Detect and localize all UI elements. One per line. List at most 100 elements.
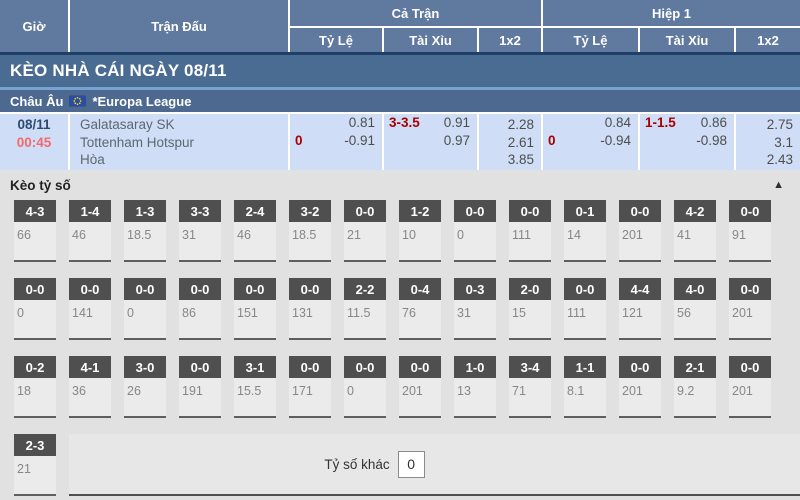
score-odds: 41 [677, 228, 691, 243]
score-cell[interactable]: 0-0 171 [289, 356, 331, 419]
score-cell[interactable]: 0-0 86 [179, 278, 221, 341]
half-1x2-home[interactable]: 2.75 [766, 117, 793, 133]
score-cell[interactable]: 3-0 26 [124, 356, 166, 419]
score-cell[interactable]: 4-1 36 [69, 356, 111, 419]
score-cell[interactable]: 2-2 11.5 [344, 278, 386, 341]
score-section-title: Kèo tỷ số [10, 177, 71, 193]
score-cell[interactable]: 0-0 191 [179, 356, 221, 419]
match-teams-cell[interactable]: Galatasaray SK Tottenham Hotspur Hòa [70, 114, 288, 171]
score-cell[interactable]: 0-4 76 [399, 278, 441, 341]
score-cell[interactable]: 2-0 15 [509, 278, 551, 341]
score-cell[interactable]: 4-4 121 [619, 278, 661, 341]
score-label: 4-2 [674, 200, 716, 223]
league-bar[interactable]: Châu Âu *Europa League [0, 90, 800, 115]
col-header-full-1x2: 1x2 [479, 28, 541, 52]
score-cell[interactable]: 4-0 56 [674, 278, 716, 341]
full-under-odds[interactable]: 0.97 [443, 132, 470, 148]
score-cell[interactable]: 3-2 18.5 [289, 200, 331, 263]
score-cell[interactable]: 2-3 21 [14, 434, 56, 497]
col-header-half-handicap: Tỷ Lệ [543, 28, 638, 52]
score-odds: 66 [17, 228, 31, 243]
score-cell[interactable]: 0-2 18 [14, 356, 56, 419]
score-cell[interactable]: 0-0 141 [69, 278, 111, 341]
score-label: 0-0 [729, 278, 771, 301]
score-cell[interactable]: 4-3 66 [14, 200, 56, 263]
col-group-first-half: Hiệp 1 [543, 0, 800, 26]
score-cell[interactable]: 2-1 9.2 [674, 356, 716, 419]
score-cell[interactable]: 1-2 10 [399, 200, 441, 263]
score-cell[interactable]: 1-1 8.1 [564, 356, 606, 419]
score-cell[interactable]: 0-0 201 [729, 356, 771, 419]
score-cell[interactable]: 0-0 111 [509, 200, 551, 263]
score-cell[interactable]: 0-0 151 [234, 278, 276, 341]
score-cell[interactable]: 0-0 201 [619, 356, 661, 419]
score-label: 0-0 [179, 278, 221, 301]
score-cell[interactable]: 2-4 46 [234, 200, 276, 263]
score-label: 0-1 [564, 200, 606, 223]
score-cell[interactable]: 0-0 201 [619, 200, 661, 263]
score-label: 3-0 [124, 356, 166, 379]
half-handicap-cell[interactable]: 0.84 0 -0.94 [543, 114, 638, 171]
full-over-odds[interactable]: 0.91 [443, 115, 470, 131]
score-cell[interactable]: 0-0 201 [399, 356, 441, 419]
score-cell[interactable]: 4-2 41 [674, 200, 716, 263]
full-handicap-line: 0 [295, 132, 303, 148]
region-label: Châu Âu [10, 93, 64, 109]
away-team-name[interactable]: Tottenham Hotspur [80, 134, 195, 150]
score-odds: 18.5 [127, 228, 152, 243]
score-label: 0-0 [619, 356, 661, 379]
score-odds: 141 [72, 306, 93, 321]
score-odds: 13 [457, 384, 471, 399]
half-1x2-away[interactable]: 2.43 [766, 152, 793, 168]
score-odds: 26 [127, 384, 141, 399]
score-cell[interactable]: 0-0 91 [729, 200, 771, 263]
collapse-triangle-up-icon[interactable]: ▲ [773, 179, 784, 192]
score-cell[interactable]: 0-0 21 [344, 200, 386, 263]
score-cell[interactable]: 3-3 31 [179, 200, 221, 263]
score-section-header: Kèo tỷ số ▲ [0, 170, 800, 200]
full-1x2-draw[interactable]: 2.61 [507, 134, 534, 150]
score-cell[interactable]: 3-1 15.5 [234, 356, 276, 419]
half-over-odds[interactable]: 0.86 [700, 115, 727, 131]
half-overunder-cell[interactable]: 1-1.5 0.86 -0.98 [640, 114, 734, 171]
score-label: 4-3 [14, 200, 56, 223]
score-cell[interactable]: 1-0 13 [454, 356, 496, 419]
score-cell[interactable]: 1-3 18.5 [124, 200, 166, 263]
score-odds: 36 [72, 384, 86, 399]
score-cell[interactable]: 3-4 71 [509, 356, 551, 419]
full-handicap-odds-bottom[interactable]: -0.91 [344, 132, 375, 148]
score-cell[interactable]: 0-0 0 [124, 278, 166, 341]
score-odds: 15 [512, 306, 526, 321]
score-cell[interactable]: 0-1 14 [564, 200, 606, 263]
score-cell[interactable]: 0-0 131 [289, 278, 331, 341]
score-label: 3-1 [234, 356, 276, 379]
score-label: 2-3 [14, 434, 56, 457]
score-odds: 0 [127, 306, 134, 321]
home-team-name[interactable]: Galatasaray SK [80, 117, 175, 133]
score-odds: 31 [182, 228, 196, 243]
other-score-value-box[interactable]: 0 [397, 450, 425, 478]
half-1x2-draw[interactable]: 3.1 [774, 134, 793, 150]
match-kickoff-time: 00:45 [16, 134, 52, 150]
score-cell[interactable]: 1-4 46 [69, 200, 111, 263]
full-overunder-cell[interactable]: 3-3.5 0.91 0.97 [384, 114, 477, 171]
full-1x2-home[interactable]: 2.28 [507, 117, 534, 133]
score-cell[interactable]: 0-3 31 [454, 278, 496, 341]
col-header-full-overunder: Tài Xỉu [384, 28, 477, 52]
full-handicap-odds-top[interactable]: 0.81 [348, 115, 375, 131]
full-handicap-cell[interactable]: 0.81 0 -0.91 [290, 114, 382, 171]
full-1x2-away[interactable]: 3.85 [507, 152, 534, 168]
banner-divider [0, 87, 800, 91]
score-odds: 121 [622, 306, 643, 321]
score-cell[interactable]: 0-0 0 [344, 356, 386, 419]
half-1x2-cell[interactable]: 2.75 3.1 2.43 [736, 114, 800, 171]
score-cell[interactable]: 0-0 0 [14, 278, 56, 341]
half-under-odds[interactable]: -0.98 [696, 132, 727, 148]
score-cell[interactable]: 0-0 201 [729, 278, 771, 341]
score-cell[interactable]: 0-0 0 [454, 200, 496, 263]
full-1x2-cell[interactable]: 2.28 2.61 3.85 [479, 114, 541, 171]
score-cell[interactable]: 0-0 111 [564, 278, 606, 341]
half-handicap-odds-bottom[interactable]: -0.94 [600, 132, 631, 148]
score-odds: 201 [622, 228, 643, 243]
half-handicap-odds-top[interactable]: 0.84 [604, 115, 631, 131]
